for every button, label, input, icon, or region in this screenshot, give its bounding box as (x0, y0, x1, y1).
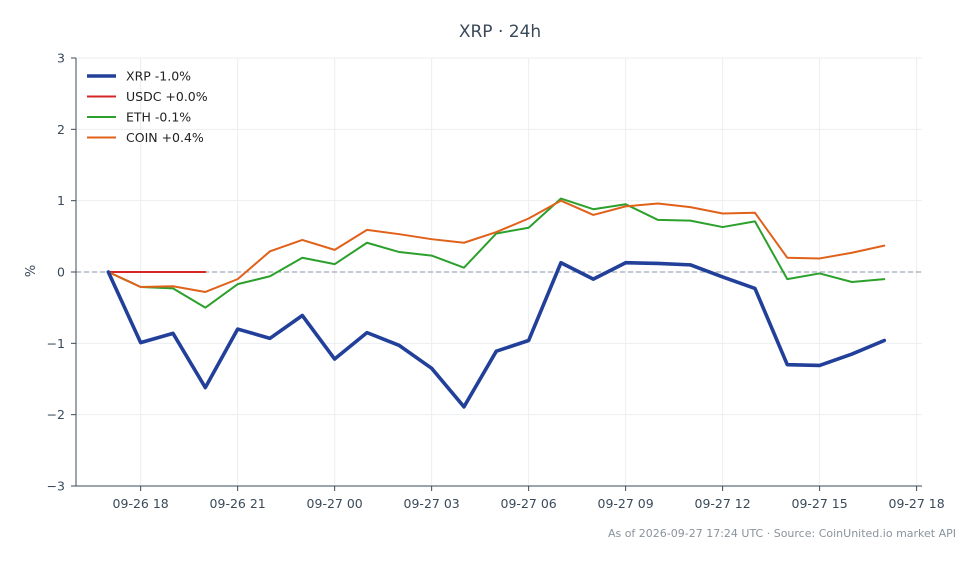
x-tick-label: 09-27 06 (501, 496, 557, 511)
y-tick-label: −2 (47, 407, 65, 422)
legend-label: COIN +0.4% (126, 130, 204, 145)
grid (76, 57, 922, 487)
x-tick-label: 09-27 15 (792, 496, 848, 511)
y-tick-label: 3 (57, 51, 65, 66)
axes: −3 −2 −1 0 1 2 3 09-26 18 09-26 21 09-27 00 09-27 … (47, 51, 945, 512)
x-tick-label: 09-26 21 (210, 496, 266, 511)
series-line-coin (107, 199, 886, 293)
x-tick-label: 09-26 18 (113, 496, 169, 511)
legend-label: XRP -1.0% (126, 69, 191, 84)
series-layer (106, 197, 887, 409)
y-tick-label: 1 (57, 193, 65, 208)
legend-label: USDC +0.0% (126, 89, 208, 104)
y-axis-label: % (24, 265, 39, 277)
y-tick-label: 0 (57, 265, 65, 280)
y-tick-label: −1 (47, 336, 65, 351)
x-tick-label: 09-27 12 (695, 496, 751, 511)
x-tick-label: 09-27 00 (307, 496, 363, 511)
x-tick-label: 09-27 09 (598, 496, 654, 511)
y-tick-label: −3 (47, 479, 65, 494)
source-footer: As of 2026-09-27 17:24 UTC · Source: Coi… (608, 527, 956, 540)
legend: XRP -1.0% USDC +0.0% ETH -0.1% COIN +0.4% (87, 69, 208, 145)
series-line-xrp (106, 260, 887, 409)
series-line-eth (107, 197, 886, 309)
chart-title: XRP · 24h (459, 22, 541, 42)
x-tick-label: 09-27 18 (889, 496, 945, 511)
x-tick-label: 09-27 03 (404, 496, 460, 511)
legend-label: ETH -0.1% (126, 110, 191, 125)
y-tick-label: 2 (57, 122, 65, 137)
